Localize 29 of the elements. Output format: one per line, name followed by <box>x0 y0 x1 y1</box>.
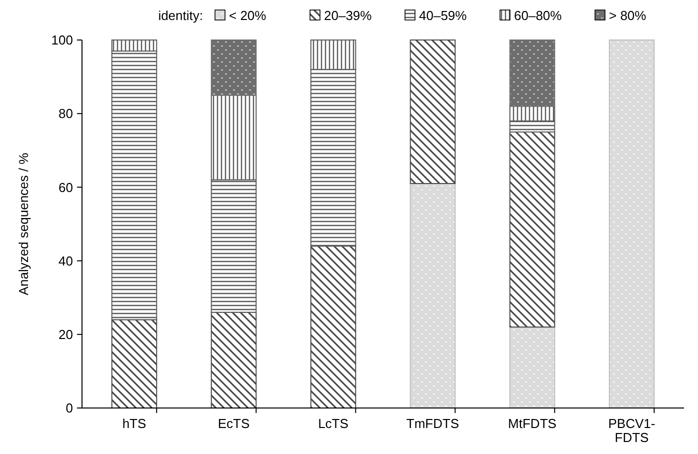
y-tick-label: 60 <box>58 180 73 195</box>
legend-label: 60–80% <box>514 8 562 23</box>
legend-label: > 80% <box>609 8 647 23</box>
legend-label: 40–59% <box>419 8 468 23</box>
y-tick-label: 20 <box>58 326 73 342</box>
legend-title: identity: <box>158 8 203 23</box>
x-tick-label: TmFDTS <box>406 416 460 431</box>
bar <box>111 319 158 408</box>
x-tick-label: PBCV1-FDTS <box>608 416 656 445</box>
bar <box>608 40 655 408</box>
x-tick-label: MtFDTS <box>508 416 557 431</box>
bar <box>410 40 456 184</box>
y-tick-label: 80 <box>58 106 73 122</box>
legend-label: 20–39% <box>324 8 372 23</box>
x-tick-label: EcTS <box>218 416 250 431</box>
bar <box>410 183 456 408</box>
x-tick-label: hTS <box>122 416 146 431</box>
y-axis-title: Analyzed sequences / % <box>16 152 31 296</box>
x-tick-label: LcTS <box>318 416 349 431</box>
y-tick-label: 100 <box>51 32 73 48</box>
legend-label: < 20% <box>229 8 267 23</box>
y-tick-label: 40 <box>58 253 73 268</box>
bar <box>509 326 556 408</box>
y-tick-label: 0 <box>66 400 73 416</box>
bar <box>509 132 556 328</box>
bar <box>509 40 556 107</box>
bar <box>210 312 257 408</box>
bar <box>310 246 356 408</box>
bar <box>210 40 257 96</box>
